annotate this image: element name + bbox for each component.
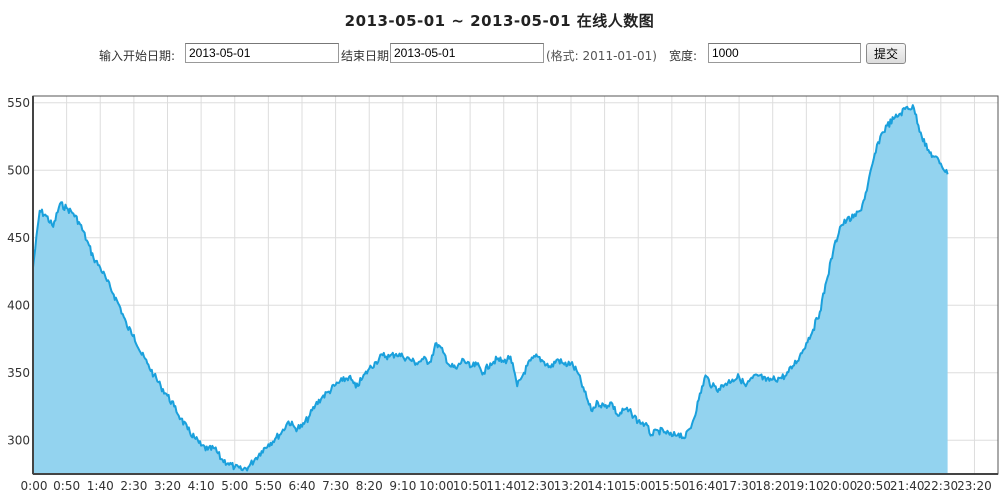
y-tick-label: 350 (7, 366, 30, 380)
x-tick-label: 23:20 (957, 479, 992, 493)
x-tick-label: 5:50 (255, 479, 282, 493)
x-tick-label: 0:00 (21, 479, 48, 493)
width-input[interactable] (708, 43, 861, 63)
x-tick-label: 20:00 (823, 479, 858, 493)
y-tick-label: 400 (7, 298, 30, 312)
x-tick-label: 7:30 (322, 479, 349, 493)
x-tick-label: 18:20 (755, 479, 790, 493)
x-tick-label: 4:10 (188, 479, 215, 493)
x-tick-label: 5:00 (221, 479, 248, 493)
x-tick-label: 15:00 (621, 479, 656, 493)
x-tick-label: 9:10 (389, 479, 416, 493)
series-area (33, 105, 948, 474)
y-tick-label: 500 (7, 163, 30, 177)
start-date-label: 输入开始日期: (99, 49, 176, 63)
y-tick-label: 550 (7, 96, 30, 110)
y-tick-label: 300 (7, 433, 30, 447)
x-tick-label: 13:20 (554, 479, 589, 493)
width-label: 宽度: (669, 49, 698, 63)
x-tick-label: 2:30 (120, 479, 147, 493)
x-tick-label: 3:20 (154, 479, 181, 493)
end-date-label: 结束日期 (341, 49, 390, 63)
x-tick-label: 0:50 (53, 479, 80, 493)
page-title: 2013-05-01 ~ 2013-05-01 在线人数图 (344, 12, 655, 30)
x-tick-label: 8:20 (356, 479, 383, 493)
series-line (32, 104, 949, 472)
x-tick-label: 22:30 (924, 479, 959, 493)
x-tick-label: 6:40 (289, 479, 316, 493)
x-tick-label: 11:40 (486, 479, 521, 493)
end-date-input[interactable] (390, 43, 544, 63)
date-format-hint: (格式: 2011-01-01) (546, 49, 657, 63)
x-tick-label: 1:40 (87, 479, 114, 493)
x-tick-label: 14:10 (587, 479, 622, 493)
x-tick-label: 12:30 (520, 479, 555, 493)
x-tick-label: 10:50 (453, 479, 488, 493)
start-date-input[interactable] (185, 43, 339, 63)
submit-button[interactable]: 提交 (866, 43, 906, 64)
y-tick-label: 450 (7, 231, 30, 245)
x-tick-label: 17:30 (722, 479, 757, 493)
x-tick-label: 10:00 (419, 479, 454, 493)
date-query-form: 输入开始日期: 结束日期 (格式: 2011-01-01) 宽度: 提交 (0, 42, 999, 66)
x-tick-label: 16:40 (688, 479, 723, 493)
x-tick-label: 19:10 (789, 479, 824, 493)
x-tick-label: 21:40 (890, 479, 925, 493)
x-tick-label: 20:50 (856, 479, 891, 493)
x-tick-label: 15:50 (655, 479, 690, 493)
